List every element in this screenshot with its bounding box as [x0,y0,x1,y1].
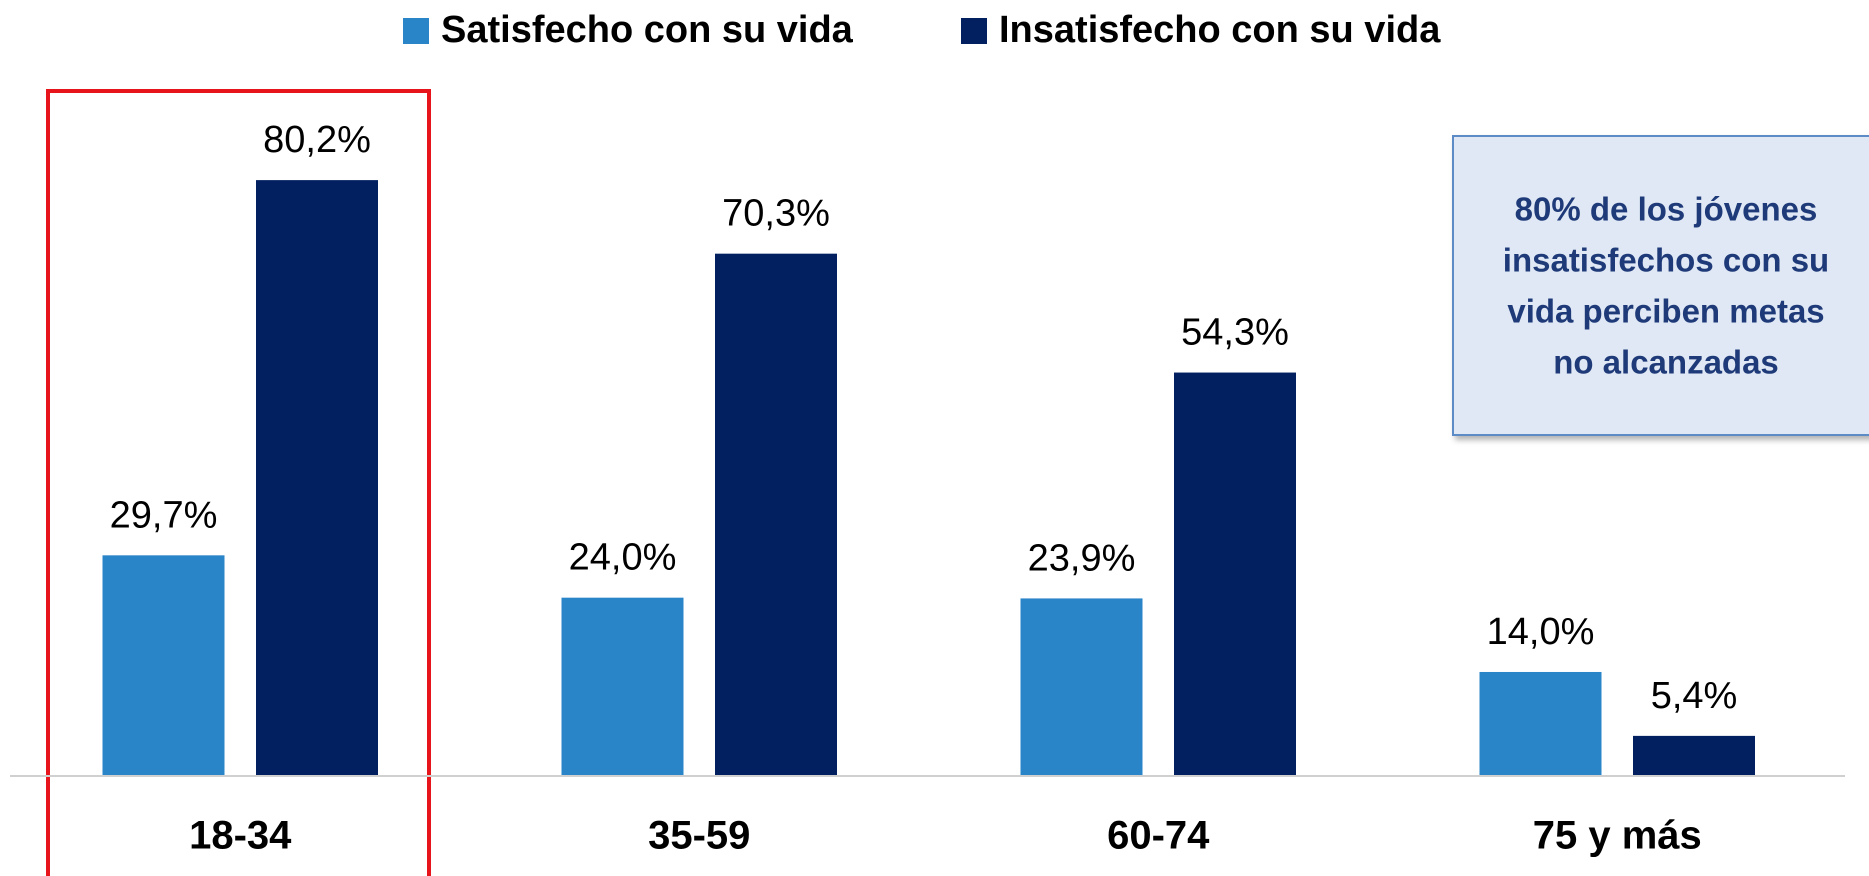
x-tick-label: 18-34 [189,814,292,858]
annotation-text: 80% de los jóvenes [1515,191,1818,228]
value-label: 5,4% [1651,675,1738,717]
annotation-text: no alcanzadas [1553,344,1779,381]
bar [102,555,225,776]
value-label: 80,2% [263,119,371,161]
value-label: 24,0% [569,537,677,579]
bar [1020,598,1143,776]
annotation-text: insatisfechos con su [1503,242,1829,279]
annotation-box [1452,135,1869,436]
highlight-box [46,89,431,876]
x-tick-label: 60-74 [1107,814,1210,858]
legend-swatch [403,18,429,44]
bar [1479,671,1602,776]
annotation-text: vida perciben metas [1507,293,1824,330]
bar [561,597,684,776]
value-label: 14,0% [1487,611,1595,653]
x-tick-label: 35-59 [648,814,750,858]
value-label: 23,9% [1028,537,1136,579]
bar [1633,735,1755,776]
bar [715,253,837,776]
legend-swatch [961,18,987,44]
value-label: 54,3% [1181,312,1289,354]
bar [1174,372,1296,776]
legend-label: Insatisfecho con su vida [999,9,1441,51]
value-label: 70,3% [722,193,830,235]
value-label: 29,7% [110,494,218,536]
bar [256,180,378,776]
x-tick-label: 75 y más [1533,814,1702,858]
legend-label: Satisfecho con su vida [441,9,854,51]
